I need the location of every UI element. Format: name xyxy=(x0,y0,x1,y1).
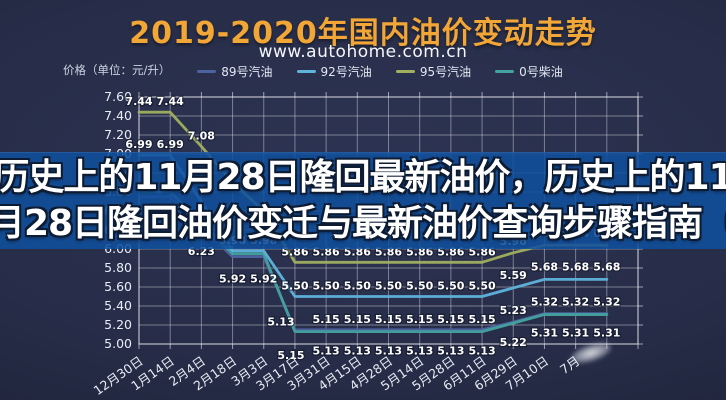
svg-text:5.68: 5.68 xyxy=(531,260,558,273)
svg-text:5.15: 5.15 xyxy=(313,313,340,326)
svg-text:7.08: 7.08 xyxy=(188,129,215,142)
svg-text:5.92: 5.92 xyxy=(250,273,277,286)
svg-text:5.13: 5.13 xyxy=(344,345,371,358)
svg-text:6.99: 6.99 xyxy=(157,138,184,151)
chart-title: 2019-2020年国内油价变动走势 xyxy=(129,16,597,51)
svg-text:5.15: 5.15 xyxy=(277,349,304,362)
legend-item-95号汽油: 95号汽油 xyxy=(395,63,472,80)
legend-swatch xyxy=(197,70,217,73)
legend-swatch xyxy=(495,70,515,73)
headline-line-2: 月28日隆回油价变迁与最新油价查询步骤指南（ xyxy=(0,202,726,244)
svg-text:5.31: 5.31 xyxy=(531,327,558,340)
legend-label: 95号汽油 xyxy=(419,65,472,79)
svg-text:6.99: 6.99 xyxy=(125,138,152,151)
svg-text:7.40: 7.40 xyxy=(104,108,132,123)
series-labels-89号汽油: 6.235.92 5.925.155.15 5.15 5.15 5.15 5.15 5.15… xyxy=(187,244,622,363)
svg-text:5.13: 5.13 xyxy=(468,345,495,358)
svg-text:5.22: 5.22 xyxy=(500,336,527,349)
legend-item-89号汽油: 89号汽油 xyxy=(197,63,273,80)
svg-text:5.32: 5.32 xyxy=(593,296,620,309)
svg-text:5.13: 5.13 xyxy=(267,316,294,329)
svg-text:5.13: 5.13 xyxy=(406,345,433,358)
svg-text:5.50: 5.50 xyxy=(281,280,308,293)
svg-text:5.20: 5.20 xyxy=(104,317,132,332)
legend-swatch xyxy=(395,70,415,73)
svg-text:5.13: 5.13 xyxy=(375,345,402,358)
legend-label: 89号汽油 xyxy=(221,65,273,79)
series-labels-0号柴油: 5.13 5.13 5.13 5.13 5.13 5.13 5.13 5.22 5.31 5.31… xyxy=(266,314,622,359)
legend: 89号汽油 92号汽油 95号汽油 0号柴油 xyxy=(150,63,610,80)
headline-overlay-banner: 历史上的11月28日隆回最新油价，历史上的11 月28日隆回油价变迁与最新油价查… xyxy=(0,152,726,249)
svg-text:7.20: 7.20 xyxy=(104,127,132,142)
legend-label: 92号汽油 xyxy=(320,65,372,79)
legend-item-92号汽油: 92号汽油 xyxy=(296,63,372,80)
svg-text:5.50: 5.50 xyxy=(406,280,433,293)
x-axis-tick-labels: 12月30日1月14日2月4日2月18日3月3日3月17日3月31日4月15日4… xyxy=(91,353,583,398)
svg-text:5.31: 5.31 xyxy=(593,327,620,340)
svg-text:7.44: 7.44 xyxy=(157,95,184,108)
svg-text:5.92: 5.92 xyxy=(219,273,246,286)
legend-swatch xyxy=(296,70,316,73)
legend-label: 0号柴油 xyxy=(519,65,563,79)
svg-text:5.15: 5.15 xyxy=(375,313,402,326)
svg-text:5.15: 5.15 xyxy=(468,313,495,326)
svg-text:5.40: 5.40 xyxy=(104,298,132,313)
chart-subtitle: www.autohome.com.cn xyxy=(258,42,468,62)
svg-text:5.32: 5.32 xyxy=(531,296,558,309)
svg-text:5.50: 5.50 xyxy=(468,280,495,293)
svg-text:5.68: 5.68 xyxy=(593,260,620,273)
svg-text:5.68: 5.68 xyxy=(562,260,589,273)
svg-text:5.80: 5.80 xyxy=(104,260,132,275)
svg-text:5.59: 5.59 xyxy=(500,269,527,282)
svg-text:5.50: 5.50 xyxy=(375,280,402,293)
svg-text:5.32: 5.32 xyxy=(562,296,589,309)
svg-text:5.13: 5.13 xyxy=(313,345,340,358)
svg-text:7.44: 7.44 xyxy=(125,95,152,108)
svg-text:5.15: 5.15 xyxy=(344,313,371,326)
headline-line-1: 历史上的11月28日隆回最新油价，历史上的11 xyxy=(0,156,726,198)
svg-text:5.15: 5.15 xyxy=(406,313,433,326)
svg-text:5.15: 5.15 xyxy=(437,313,464,326)
svg-text:5.23: 5.23 xyxy=(500,304,527,317)
svg-text:7.60: 7.60 xyxy=(104,89,132,104)
svg-text:5.50: 5.50 xyxy=(437,280,464,293)
svg-text:5.60: 5.60 xyxy=(104,279,132,294)
y-axis-unit-label: 价格（单位：元/升） xyxy=(63,63,171,77)
legend-item-0号柴油: 0号柴油 xyxy=(495,63,563,80)
svg-text:5.50: 5.50 xyxy=(344,280,371,293)
svg-text:5.13: 5.13 xyxy=(437,345,464,358)
svg-text:5.50: 5.50 xyxy=(313,280,340,293)
svg-text:5.00: 5.00 xyxy=(104,336,132,351)
svg-text:5.31: 5.31 xyxy=(562,327,589,340)
